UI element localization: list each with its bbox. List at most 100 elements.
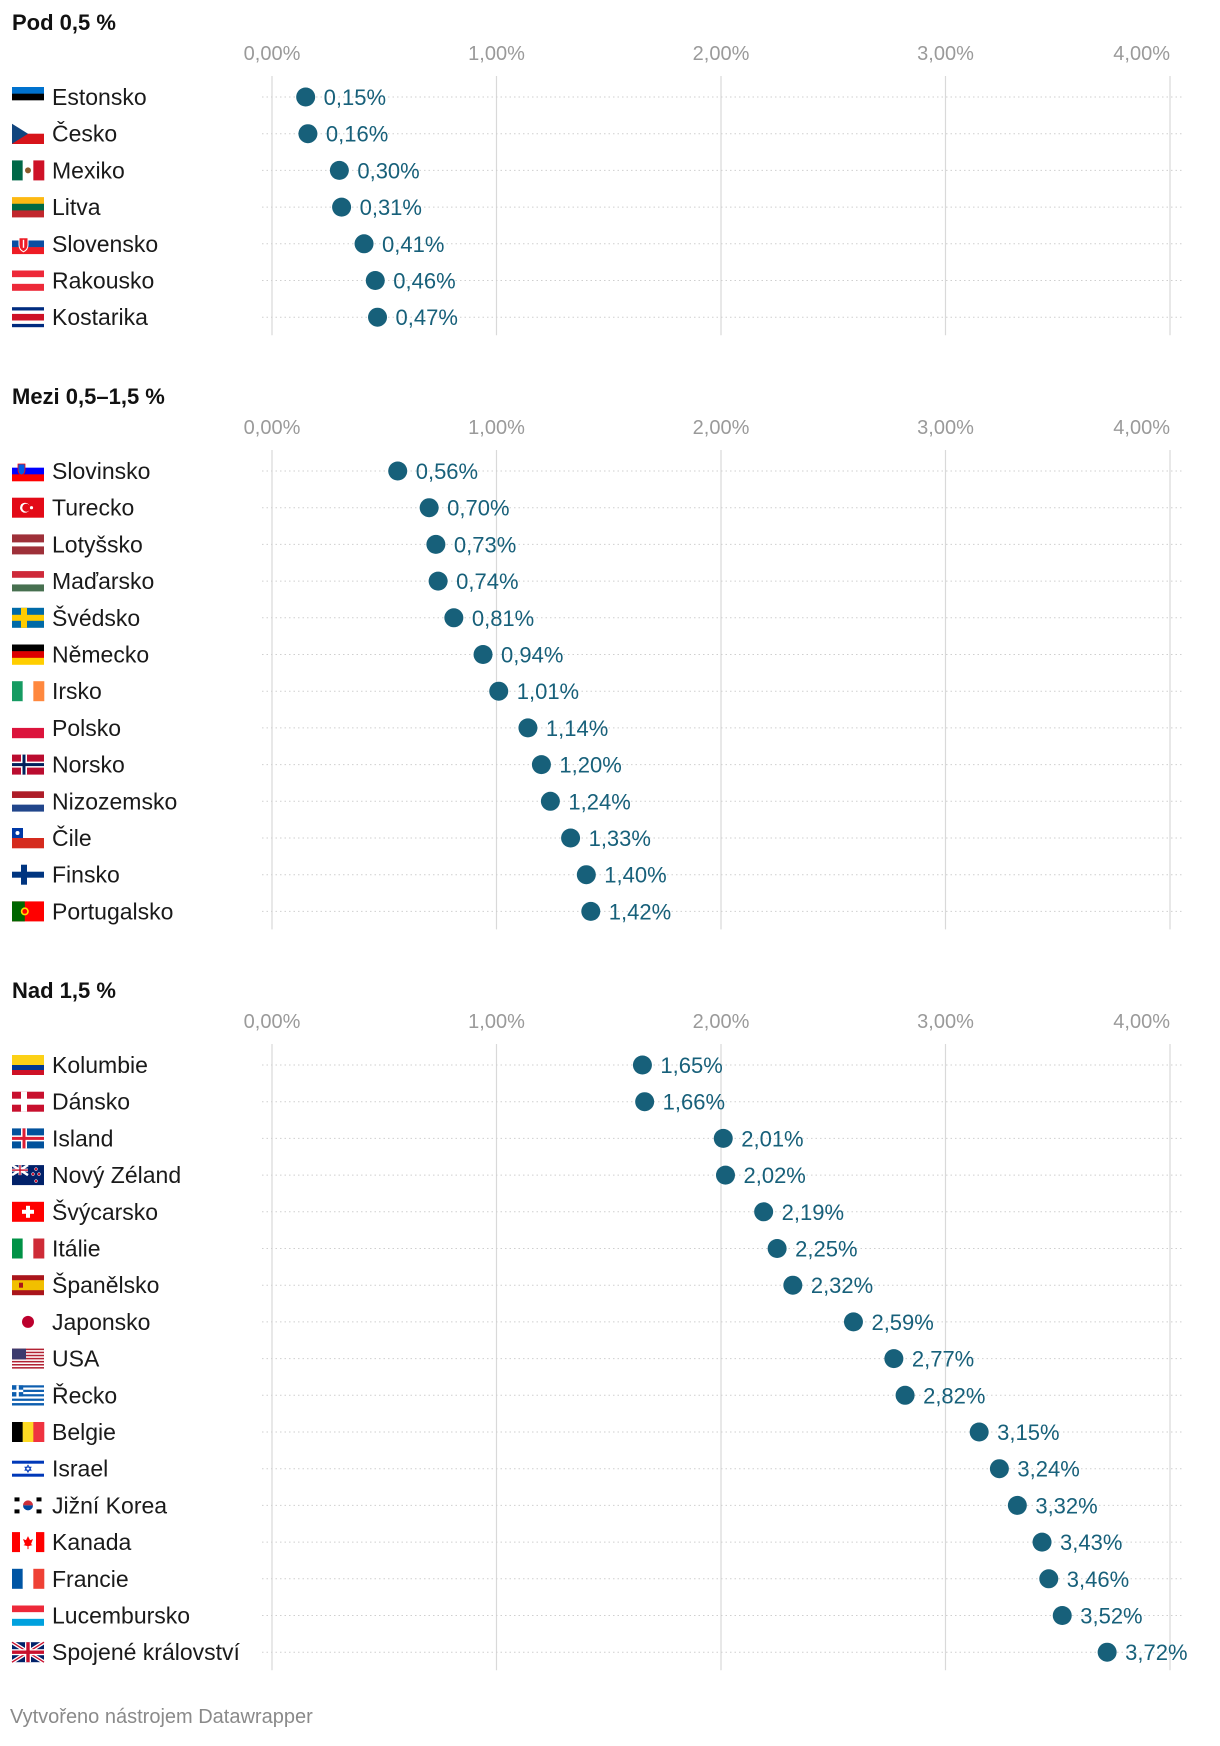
denmark-flag-icon bbox=[12, 1091, 44, 1112]
usa-flag-icon bbox=[12, 1348, 44, 1369]
value-label: 0,94% bbox=[501, 643, 563, 668]
data-point[interactable] bbox=[428, 571, 448, 591]
data-point[interactable] bbox=[329, 160, 349, 180]
value-label: 3,52% bbox=[1080, 1604, 1142, 1629]
value-label: 2,59% bbox=[871, 1310, 933, 1335]
dot-plot: 0,00% 1,00% 2,00% 3,00% 4,00% Slovinsko 0,56% T… bbox=[12, 417, 1182, 930]
data-point[interactable] bbox=[354, 234, 374, 254]
data-point[interactable] bbox=[296, 87, 316, 107]
data-point[interactable] bbox=[1032, 1532, 1052, 1552]
data-point[interactable] bbox=[1052, 1606, 1072, 1625]
axis-tick-label: 0,00% bbox=[244, 417, 301, 439]
france-flag-icon bbox=[12, 1568, 45, 1589]
data-point[interactable] bbox=[969, 1422, 989, 1442]
country-label: Turecko bbox=[52, 495, 134, 521]
value-label: 2,32% bbox=[811, 1273, 873, 1298]
value-label: 1,40% bbox=[604, 863, 666, 888]
country-label: Slovensko bbox=[52, 231, 158, 257]
data-point[interactable] bbox=[989, 1459, 1009, 1479]
switzerland-flag-icon bbox=[12, 1201, 44, 1222]
luxembourg-flag-icon bbox=[12, 1605, 44, 1626]
value-label: 1,65% bbox=[660, 1053, 722, 1078]
country-label: Čile bbox=[52, 824, 92, 851]
data-point[interactable] bbox=[767, 1239, 787, 1258]
data-point[interactable] bbox=[489, 681, 509, 701]
country-label: Irsko bbox=[52, 678, 102, 704]
data-point[interactable] bbox=[419, 498, 439, 518]
data-point[interactable] bbox=[365, 271, 385, 290]
axis-tick-label: 3,00% bbox=[917, 43, 974, 65]
data-point[interactable] bbox=[632, 1055, 652, 1075]
data-point[interactable] bbox=[635, 1092, 655, 1112]
country-label: Jižní Korea bbox=[52, 1492, 167, 1518]
country-label: Portugalsko bbox=[52, 898, 173, 924]
value-label: 2,01% bbox=[741, 1126, 803, 1151]
data-point[interactable] bbox=[895, 1385, 915, 1405]
country-label: Kostarika bbox=[52, 304, 148, 330]
axis-tick-label: 1,00% bbox=[468, 43, 525, 65]
hungary-flag-icon bbox=[12, 571, 44, 592]
iceland-flag-icon bbox=[12, 1128, 44, 1149]
country-label: Japonsko bbox=[52, 1309, 150, 1335]
data-point[interactable] bbox=[473, 645, 493, 664]
data-point[interactable] bbox=[368, 307, 388, 327]
country-label: Norsko bbox=[52, 752, 125, 778]
panel-title: Pod 0,5 % bbox=[12, 10, 116, 35]
value-label: 0,74% bbox=[456, 569, 518, 594]
country-label: Slovinsko bbox=[52, 458, 150, 484]
data-point[interactable] bbox=[581, 901, 601, 921]
data-point[interactable] bbox=[884, 1349, 904, 1369]
data-point[interactable] bbox=[576, 865, 596, 885]
spain-flag-icon bbox=[12, 1275, 44, 1296]
lithuania-flag-icon bbox=[12, 197, 44, 218]
country-label: Israel bbox=[52, 1456, 108, 1482]
new-zealand-flag-icon bbox=[11, 1164, 44, 1186]
data-point[interactable] bbox=[713, 1128, 733, 1148]
data-point[interactable] bbox=[444, 608, 464, 628]
data-point[interactable] bbox=[518, 718, 538, 738]
sweden-flag-icon bbox=[12, 607, 44, 628]
value-label: 3,15% bbox=[997, 1420, 1059, 1445]
data-point[interactable] bbox=[561, 828, 581, 848]
netherlands-flag-icon bbox=[12, 791, 44, 812]
portugal-flag-icon bbox=[12, 901, 44, 922]
finland-flag-icon bbox=[12, 864, 44, 885]
data-point[interactable] bbox=[298, 124, 318, 144]
norway-flag-icon bbox=[12, 754, 44, 775]
data-point[interactable] bbox=[426, 534, 446, 554]
data-point[interactable] bbox=[1097, 1642, 1117, 1662]
data-point[interactable] bbox=[715, 1165, 735, 1185]
country-label: Estonsko bbox=[52, 84, 147, 110]
country-label: Kanada bbox=[52, 1529, 132, 1555]
value-label: 0,41% bbox=[382, 232, 444, 257]
country-label: Spojené království bbox=[52, 1639, 241, 1665]
value-label: 1,14% bbox=[546, 716, 608, 741]
data-point[interactable] bbox=[531, 755, 551, 775]
value-label: 2,82% bbox=[923, 1383, 985, 1408]
data-point[interactable] bbox=[754, 1202, 774, 1222]
value-label: 2,19% bbox=[782, 1200, 844, 1225]
value-label: 0,16% bbox=[326, 122, 388, 147]
mexico-flag-icon bbox=[12, 160, 45, 181]
data-point[interactable] bbox=[1039, 1569, 1059, 1589]
country-label: Mexiko bbox=[52, 157, 125, 183]
axis-tick-label: 1,00% bbox=[468, 1011, 525, 1033]
data-point[interactable] bbox=[1007, 1495, 1027, 1515]
value-label: 1,66% bbox=[663, 1090, 725, 1115]
data-point[interactable] bbox=[843, 1312, 863, 1332]
country-label: Nový Zéland bbox=[52, 1162, 181, 1188]
israel-flag-icon bbox=[12, 1458, 44, 1479]
value-label: 0,81% bbox=[472, 606, 534, 631]
country-label: Maďarsko bbox=[52, 568, 154, 594]
data-point[interactable] bbox=[540, 791, 560, 811]
colombia-flag-icon bbox=[12, 1055, 44, 1075]
slovenia-flag-icon bbox=[12, 461, 44, 482]
value-label: 3,43% bbox=[1060, 1530, 1122, 1555]
turkey-flag-icon bbox=[12, 497, 44, 518]
data-point[interactable] bbox=[332, 197, 352, 217]
data-point[interactable] bbox=[783, 1275, 803, 1295]
country-label: Lotyšsko bbox=[52, 531, 143, 557]
data-point[interactable] bbox=[388, 461, 408, 481]
value-label: 0,15% bbox=[324, 85, 386, 110]
